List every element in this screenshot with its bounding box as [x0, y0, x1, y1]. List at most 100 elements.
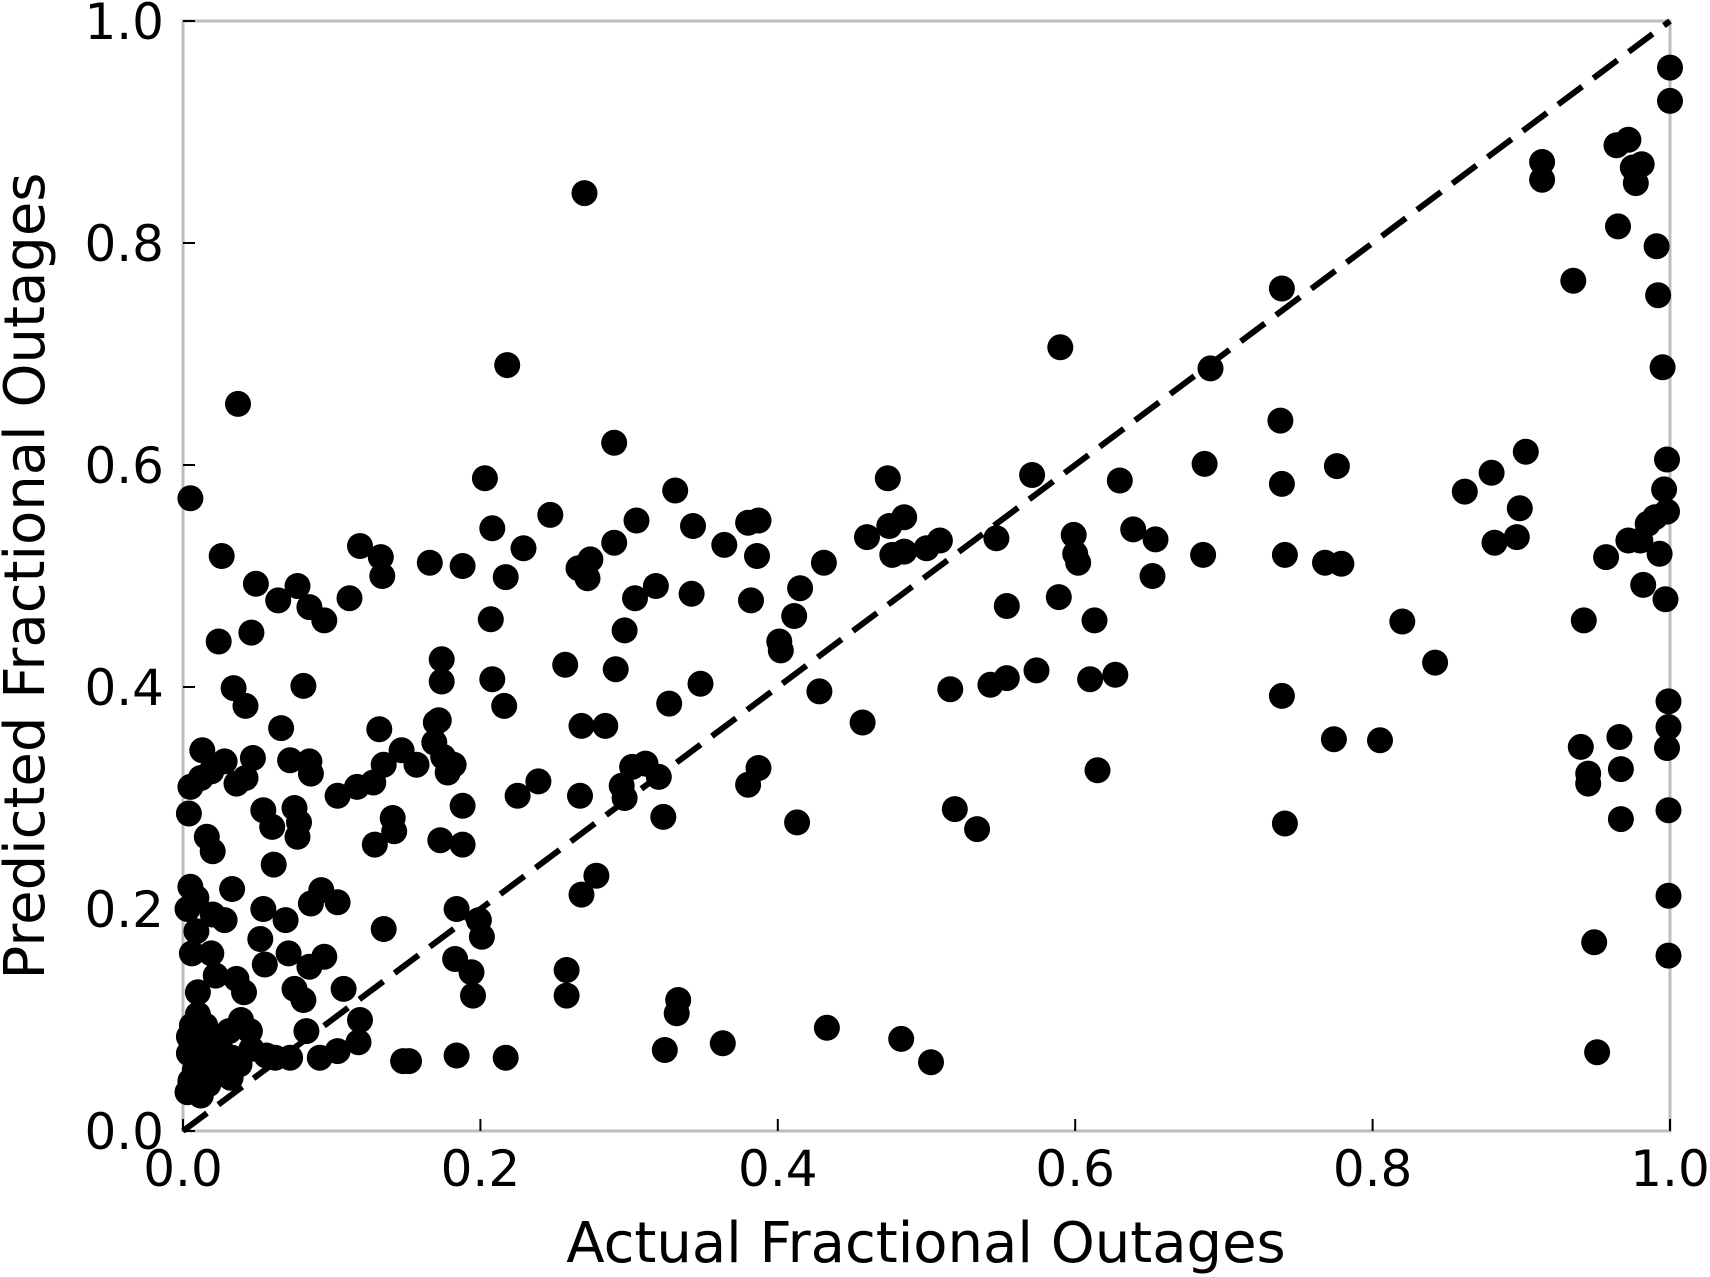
data-point	[175, 800, 202, 827]
data-point	[479, 666, 506, 693]
data-point	[183, 918, 210, 945]
data-point	[367, 544, 394, 571]
y-axis-label: Predicted Fractional Outages	[0, 173, 58, 980]
data-point	[553, 957, 580, 983]
data-point	[735, 771, 762, 798]
data-point	[1271, 810, 1298, 837]
data-point	[1643, 233, 1670, 260]
data-point	[1651, 476, 1678, 503]
data-point	[1646, 540, 1673, 567]
data-point	[1271, 541, 1298, 568]
data-point	[1268, 275, 1295, 302]
data-point	[642, 573, 669, 599]
data-point	[784, 809, 811, 836]
data-point	[284, 573, 311, 599]
data-point	[937, 676, 964, 703]
data-point	[1106, 467, 1133, 494]
data-point	[711, 531, 738, 558]
data-point	[601, 529, 628, 556]
data-point	[1190, 541, 1217, 568]
data-point	[177, 485, 204, 512]
data-point	[1657, 87, 1683, 114]
data-point	[297, 890, 324, 917]
data-point	[284, 823, 311, 850]
data-point	[568, 881, 595, 908]
data-point	[311, 607, 338, 634]
data-point	[381, 818, 408, 845]
data-point	[1630, 571, 1657, 598]
data-point	[277, 747, 304, 774]
data-point	[199, 838, 226, 865]
data-point	[324, 889, 351, 916]
data-point	[1607, 806, 1634, 833]
x-axis-ticks: 0.0 0.2 0.4 0.6 0.8 1.0	[143, 1119, 1710, 1198]
x-tick-label: 1.0	[1630, 1140, 1710, 1198]
data-point	[477, 606, 504, 633]
data-point	[239, 745, 266, 771]
data-point	[1567, 733, 1594, 760]
y-tick-label: 0.0	[84, 1103, 164, 1161]
data-point	[366, 716, 393, 743]
data-point	[370, 916, 397, 942]
data-point	[443, 1042, 470, 1069]
data-point	[1581, 929, 1608, 956]
data-point	[568, 712, 595, 739]
data-point	[1120, 516, 1147, 543]
data-point	[680, 513, 706, 539]
data-point	[492, 1044, 519, 1071]
identity-reference-line	[181, 18, 1672, 1134]
data-point	[427, 827, 454, 854]
data-point	[1060, 521, 1087, 548]
data-point	[571, 180, 598, 207]
data-point	[272, 907, 299, 934]
data-point	[891, 504, 918, 531]
data-point	[663, 1000, 690, 1027]
data-point	[458, 959, 485, 986]
data-point	[219, 876, 246, 902]
data-point	[1607, 756, 1634, 783]
data-point	[941, 796, 968, 823]
data-point	[810, 549, 837, 576]
data-point	[290, 672, 317, 699]
data-point	[425, 707, 452, 734]
data-point	[583, 862, 610, 889]
x-tick-label: 0.2	[441, 1140, 521, 1198]
data-point	[632, 750, 659, 777]
data-point	[369, 563, 396, 589]
data-point	[1503, 524, 1530, 551]
data-point	[434, 759, 461, 786]
data-point	[345, 1029, 372, 1056]
x-tick-label: 0.0	[143, 1140, 223, 1198]
data-point	[1606, 724, 1633, 750]
data-point	[552, 651, 579, 678]
data-point	[491, 692, 518, 719]
data-point	[738, 587, 764, 614]
data-point	[926, 527, 953, 554]
data-point	[189, 737, 216, 764]
data-point	[297, 760, 324, 787]
y-tick-label: 0.2	[84, 881, 164, 939]
y-tick-label: 0.8	[84, 215, 164, 273]
data-point	[223, 965, 250, 992]
data-point	[247, 926, 274, 952]
data-point	[1593, 544, 1620, 571]
data-point	[250, 896, 277, 922]
data-point	[745, 507, 772, 534]
data-point	[208, 543, 235, 569]
data-point	[214, 1062, 241, 1089]
data-point	[1023, 657, 1050, 684]
data-point	[396, 1048, 422, 1075]
data-point	[709, 1030, 736, 1057]
data-point	[993, 665, 1020, 692]
data-point	[1584, 1039, 1611, 1066]
data-point	[1654, 735, 1680, 761]
data-point	[1139, 563, 1166, 589]
data-point	[1019, 462, 1046, 488]
data-point	[622, 585, 648, 612]
data-point	[1323, 453, 1350, 480]
data-point	[330, 975, 357, 1002]
data-point	[225, 390, 251, 417]
data-point	[232, 692, 259, 719]
data-point	[1575, 770, 1602, 797]
